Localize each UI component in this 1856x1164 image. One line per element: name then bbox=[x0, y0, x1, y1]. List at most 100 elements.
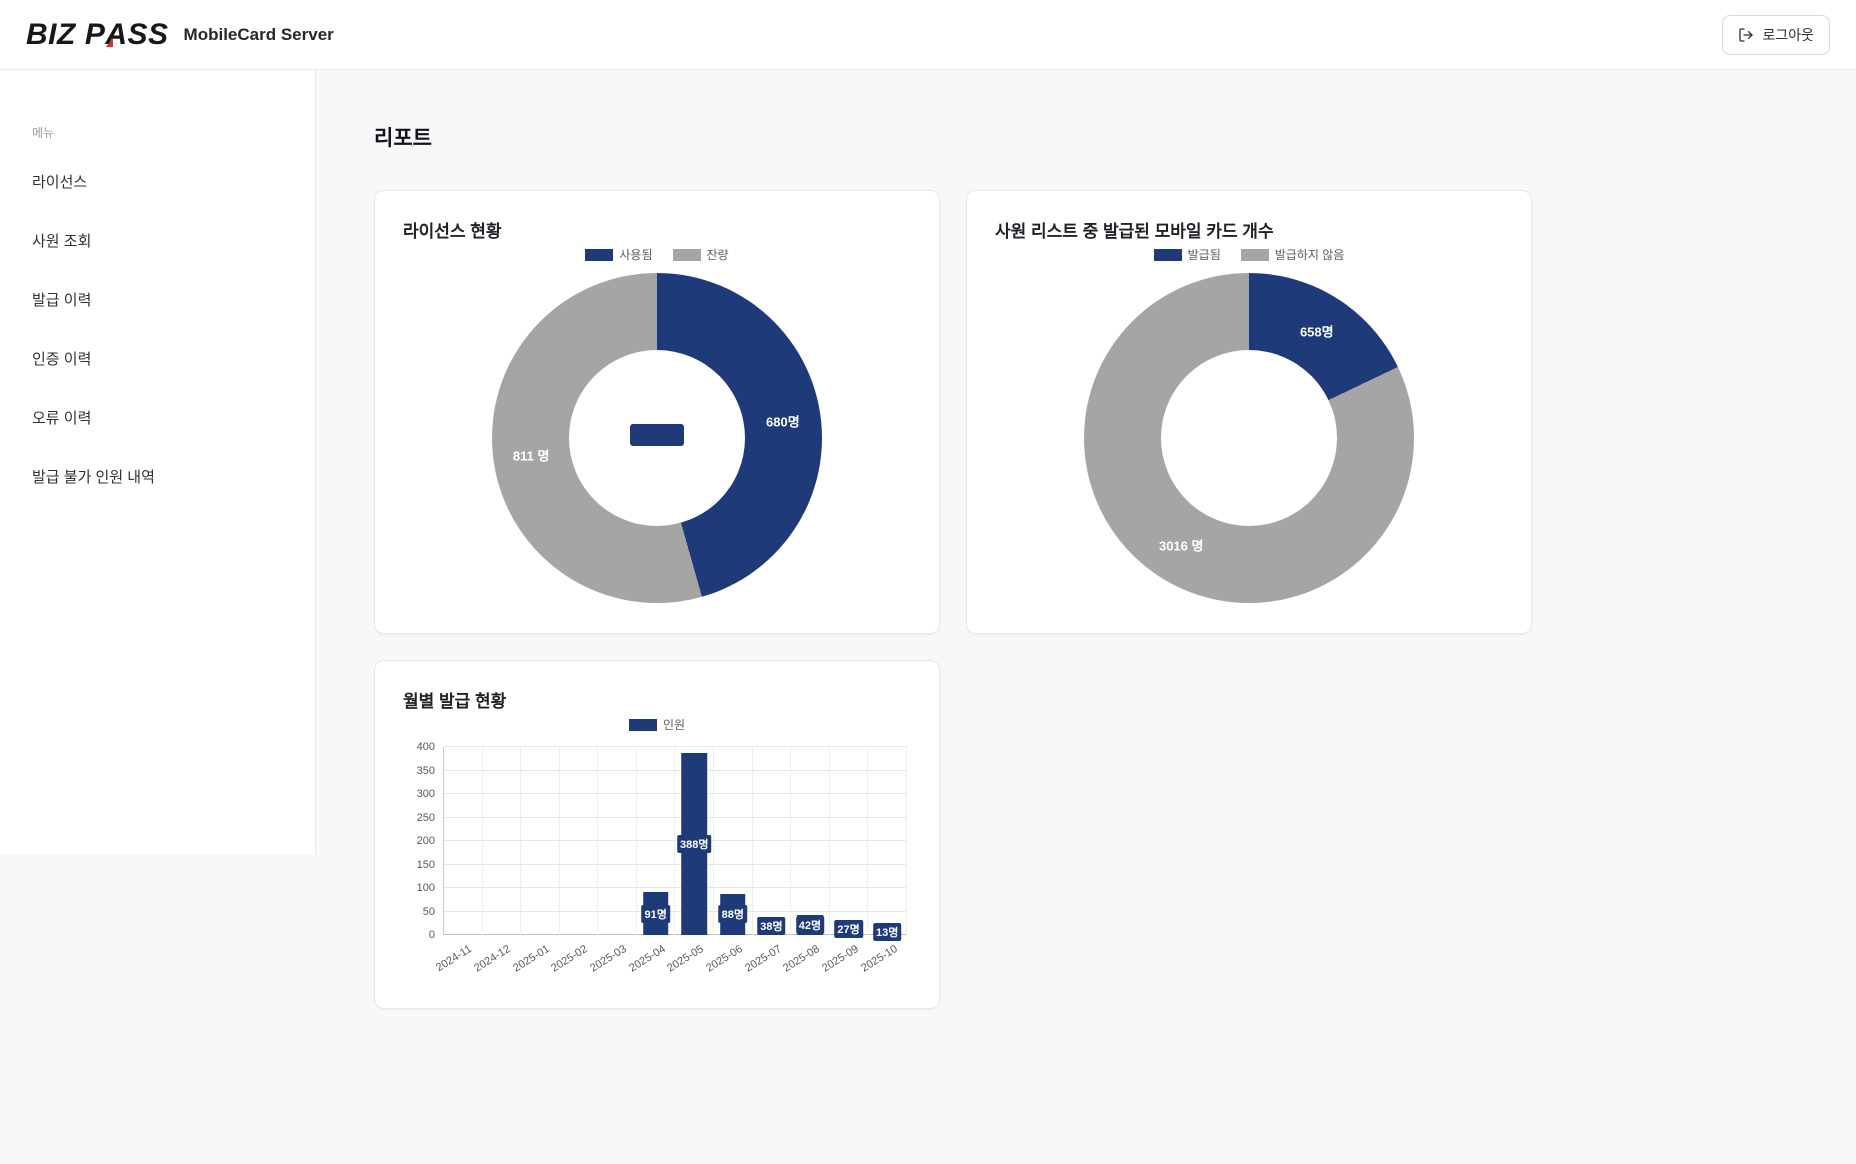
monthly-issuance-bar-chart: 인원 0 50 100 150 200 250 300 350 400 91명 388명 88명 38명 4… bbox=[403, 716, 911, 978]
logo-pass-ss: SS bbox=[127, 17, 169, 51]
x-tick: 2025-06 bbox=[704, 940, 753, 978]
menu-section-label: 메뉴 bbox=[32, 126, 55, 140]
legend-swatch-icon bbox=[1240, 248, 1269, 261]
legend-item: 사용됨 bbox=[585, 246, 653, 263]
donut-slice-label: 811 명 bbox=[512, 448, 550, 464]
donut-chart: 658명 3016 명 bbox=[1084, 273, 1414, 603]
legend-item: 잔량 bbox=[672, 246, 729, 263]
bar-slot bbox=[483, 747, 522, 935]
gridline bbox=[444, 769, 907, 771]
license-donut-chart: 사용됨 잔량 680명 811 명 bbox=[403, 246, 911, 603]
app-title: MobileCard Server bbox=[183, 24, 334, 44]
plot-column: 91명 388명 88명 38명 42명 27명 13명 2024-11 2024-12 2025… bbox=[434, 746, 907, 978]
y-tick-label: 350 bbox=[416, 764, 435, 777]
y-tick-label: 200 bbox=[416, 835, 435, 847]
logo-pass-a: A bbox=[105, 17, 128, 51]
bar: 38명 bbox=[757, 917, 786, 936]
bar-value-label: 388명 bbox=[677, 834, 712, 853]
bar-slot: 88명 bbox=[714, 747, 753, 935]
gridline bbox=[444, 887, 907, 888]
bar-value-label: 38명 bbox=[757, 917, 786, 936]
legend-label: 인원 bbox=[662, 718, 686, 732]
donut-hole bbox=[1161, 350, 1337, 526]
bar-slot bbox=[560, 747, 599, 935]
x-tick: 2024-11 bbox=[434, 940, 482, 978]
x-tick-label: 2024-11 bbox=[434, 943, 475, 975]
bar-value-label: 88명 bbox=[718, 905, 748, 924]
card-title-monthly-issuance: 월별 발급 현황 bbox=[403, 692, 507, 711]
donut-center-badge bbox=[630, 423, 684, 446]
card-license-status: 라이선스 현황 사용됨 잔량 680명 811 명 bbox=[374, 190, 940, 634]
x-tick: 2025-03 bbox=[588, 940, 637, 978]
bar-slot: 27명 bbox=[830, 747, 869, 938]
bar-value-label: 42명 bbox=[795, 916, 825, 935]
legend-item: 발급하지 않음 bbox=[1240, 246, 1345, 263]
sidebar-item-employee-lookup[interactable]: 사원 조회 bbox=[32, 233, 92, 250]
legend-label: 잔량 bbox=[706, 248, 729, 262]
bar-chart-body: 0 50 100 150 200 250 300 350 400 91명 388명 88명 38명 42명… bbox=[407, 741, 907, 978]
sidebar-item-non-issuable-personnel[interactable]: 발급 불가 인원 내역 bbox=[32, 469, 155, 486]
bar: 27명 bbox=[834, 919, 863, 938]
x-tick: 2025-05 bbox=[666, 940, 714, 978]
legend-swatch-icon bbox=[1153, 248, 1182, 261]
x-axis-labels: 2024-11 2024-12 2025-01 2025-02 2025-03 2025-… bbox=[434, 940, 907, 978]
legend-label: 사용됨 bbox=[619, 248, 653, 262]
issued-cards-donut-chart: 발급됨 발급하지 않음 658명 3016 명 bbox=[995, 246, 1503, 603]
main-layout: 메뉴 라이선스 사원 조회 발급 이력 인증 이력 오류 이력 발급 불가 인원… bbox=[0, 70, 1856, 1049]
bar: 13명 bbox=[872, 922, 902, 941]
gridline bbox=[444, 793, 907, 794]
y-tick-label: 300 bbox=[416, 788, 435, 800]
x-tick: 2025-02 bbox=[550, 940, 598, 978]
chart-legend: 인원 bbox=[403, 716, 911, 733]
donut-slice-label: 3016 명 bbox=[1158, 538, 1204, 554]
gridline bbox=[444, 746, 907, 747]
plot-area: 91명 388명 88명 38명 42명 27명 13명 bbox=[443, 746, 907, 941]
legend-swatch-icon bbox=[628, 718, 657, 731]
logo-red-accent bbox=[106, 37, 114, 47]
logout-button[interactable]: 로그아웃 bbox=[1722, 14, 1830, 55]
sidebar-item-auth-history[interactable]: 인증 이력 bbox=[32, 351, 92, 368]
y-tick-label: 0 bbox=[428, 929, 435, 941]
legend-swatch-icon bbox=[672, 248, 701, 261]
sidebar-item-error-history[interactable]: 오류 이력 bbox=[32, 410, 92, 427]
gridline bbox=[444, 840, 907, 841]
x-tick: 2025-10 bbox=[859, 940, 907, 978]
y-tick-label: 150 bbox=[416, 858, 435, 871]
logout-label: 로그아웃 bbox=[1762, 26, 1814, 43]
gridline bbox=[444, 910, 907, 912]
bar-value-label: 91명 bbox=[641, 904, 670, 923]
legend-swatch-icon bbox=[585, 248, 614, 261]
card-issued-mobile-cards: 사원 리스트 중 발급된 모바일 카드 개수 발급됨 발급하지 않음 658명 301… bbox=[966, 190, 1532, 634]
sidebar-item-license[interactable]: 라이선스 bbox=[32, 174, 88, 191]
bar-slot bbox=[521, 747, 560, 935]
sidebar-item-issuance-history[interactable]: 발급 이력 bbox=[32, 292, 92, 309]
report-cards: 라이선스 현황 사용됨 잔량 680명 811 명 사원 리스트 중 발급된 모바일 … bbox=[374, 190, 1798, 1009]
content-area: 리포트 라이선스 현황 사용됨 잔량 680명 811 명 사원 리스트 중 발급된 … bbox=[316, 70, 1856, 1049]
bar-slot bbox=[598, 747, 637, 935]
bar: 42명 bbox=[795, 915, 825, 935]
donut-slice-label: 680명 bbox=[766, 414, 800, 430]
bar: 91명 bbox=[641, 892, 670, 935]
bar: 88명 bbox=[718, 893, 748, 935]
x-tick: 2024-12 bbox=[472, 940, 521, 978]
legend-label: 발급하지 않음 bbox=[1274, 248, 1345, 262]
gridline bbox=[444, 816, 907, 818]
logo-pass-p: P bbox=[84, 17, 106, 51]
donut-slice-label: 658명 bbox=[1299, 324, 1334, 340]
bar-slot: 42명 bbox=[791, 747, 830, 935]
gridline bbox=[444, 863, 907, 865]
y-axis: 0 50 100 150 200 250 300 350 400 bbox=[407, 741, 443, 941]
bizpass-logo: BIZ P A SS bbox=[26, 18, 169, 52]
chart-legend: 발급됨 발급하지 않음 bbox=[995, 246, 1503, 263]
logo-biz: BIZ bbox=[26, 17, 76, 51]
bar-value-label: 27명 bbox=[834, 919, 863, 938]
bar-value-label: 13명 bbox=[872, 922, 902, 941]
logout-icon bbox=[1738, 27, 1754, 43]
bar-slots: 91명 388명 88명 38명 42명 27명 13명 bbox=[444, 747, 907, 941]
y-tick-label: 100 bbox=[416, 882, 435, 894]
card-monthly-issuance: 월별 발급 현황 인원 0 50 100 150 200 250 300 350 400 91명 38… bbox=[374, 660, 940, 1009]
gridline bbox=[444, 934, 907, 935]
bar-slot: 13명 bbox=[868, 747, 907, 941]
bar-slot bbox=[444, 747, 483, 935]
header: BIZ P A SS MobileCard Server 로그아웃 bbox=[0, 0, 1856, 70]
